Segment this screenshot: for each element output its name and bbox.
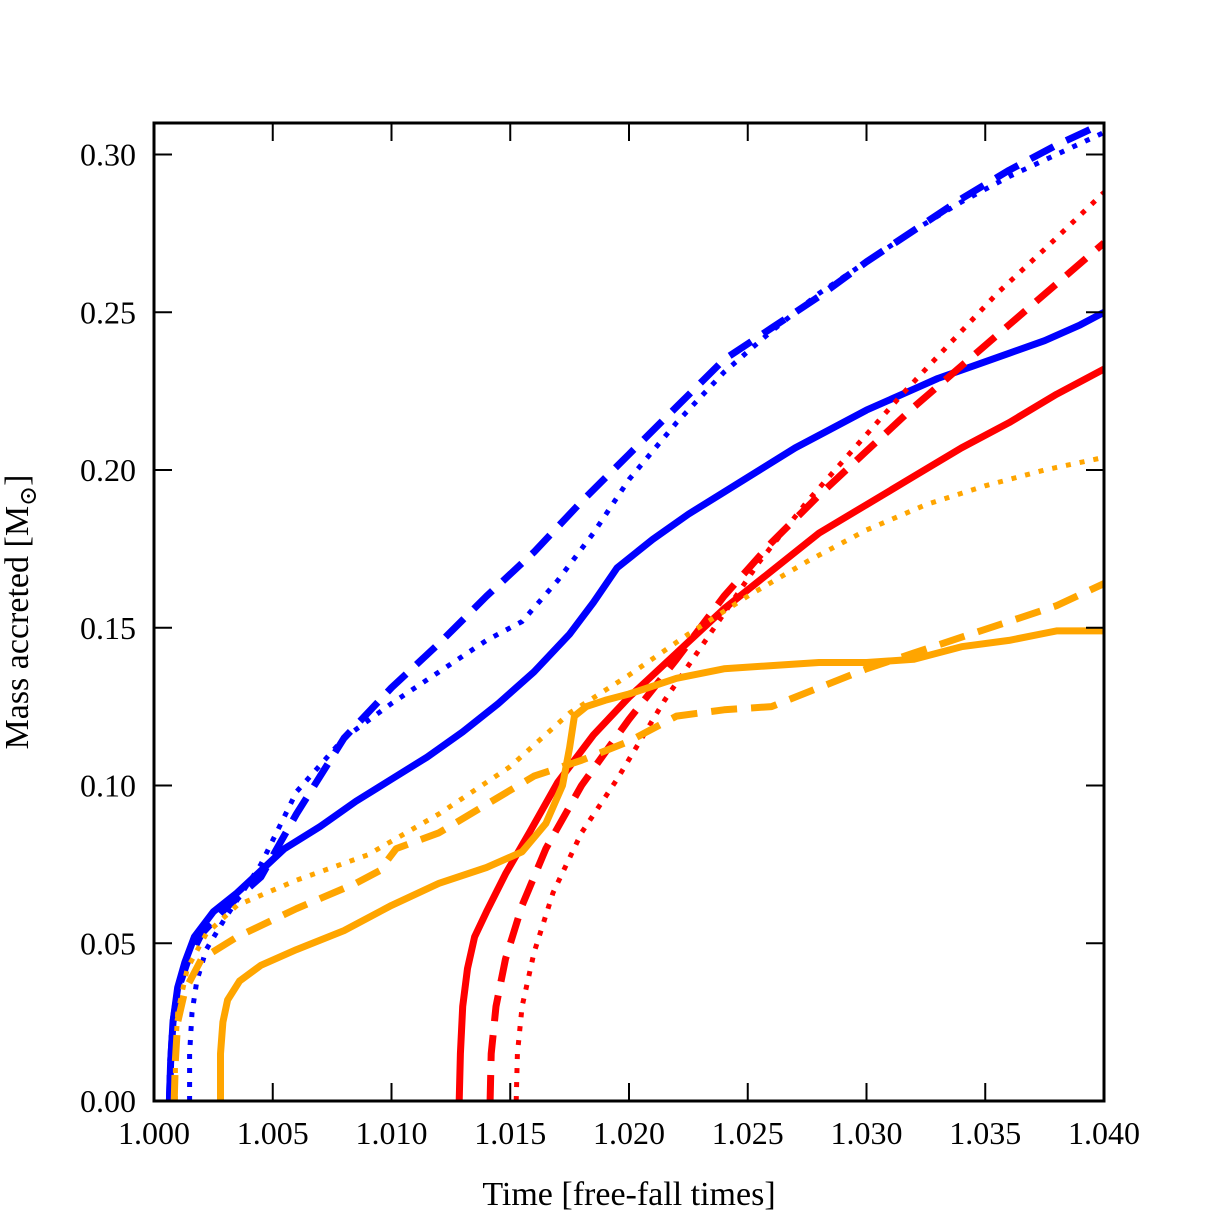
y-axis-label: Mass accreted [M⊙] (0, 475, 42, 750)
x-tick-label: 1.025 (712, 1115, 784, 1151)
series-line-solid-3 (455, 366, 1104, 1101)
x-tick-label: 1.040 (1068, 1115, 1140, 1151)
tick-layer: 1.000 1.005 1.010 1.015 1.020 1.025 1.030 1.035… (80, 123, 1140, 1151)
y-tick-label: 0.10 (80, 768, 136, 804)
x-tick-label: 1.015 (474, 1115, 546, 1151)
y-tick-label: 0.30 (80, 137, 136, 173)
series-line-dashed-4 (486, 240, 1104, 1101)
series-line-dotted-5 (513, 190, 1104, 1101)
x-tick-label: 1.020 (593, 1115, 665, 1151)
y-tick-label: 0.15 (80, 610, 136, 646)
y-tick-label: 0.25 (80, 294, 136, 330)
x-tick-label: 1.000 (118, 1115, 190, 1151)
plot-frame (152, 121, 1106, 1103)
series-line-solid-0 (165, 309, 1104, 1101)
y-tick-label: 0.20 (80, 452, 136, 488)
x-tick-label: 1.005 (237, 1115, 309, 1151)
series-line-dotted-2 (187, 130, 1104, 1101)
series-layer (165, 123, 1104, 1101)
series-line-solid-6 (217, 627, 1104, 1101)
y-tick-label: 0.00 (80, 1083, 136, 1119)
x-tick-label: 1.010 (356, 1115, 428, 1151)
x-tick-label: 1.035 (949, 1115, 1021, 1151)
series-line-dashed-1 (165, 123, 1104, 1101)
x-axis-label: Time [free-fall times] (482, 1176, 775, 1213)
series-line-dashed-7 (170, 580, 1104, 1101)
series-line-dotted-8 (172, 454, 1104, 1101)
y-tick-label: 0.05 (80, 925, 136, 961)
x-tick-label: 1.030 (831, 1115, 903, 1151)
